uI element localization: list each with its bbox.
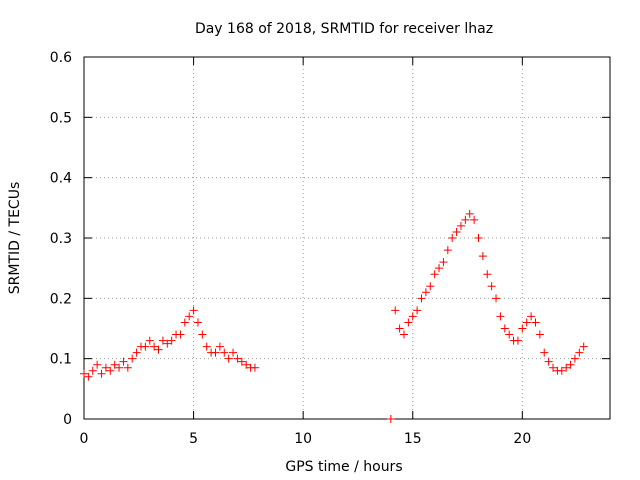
- data-point: [570, 354, 579, 363]
- data-point: [461, 215, 470, 224]
- data-point: [522, 318, 531, 327]
- data-point: [229, 348, 238, 357]
- data-point: [478, 252, 487, 261]
- data-point: [80, 369, 88, 378]
- data-point: [430, 270, 439, 279]
- data-point: [496, 312, 505, 321]
- data-point: [242, 360, 251, 369]
- data-point: [145, 336, 154, 345]
- y-tick-label: 0: [63, 412, 72, 428]
- data-point: [215, 342, 224, 351]
- y-tick-label: 0.2: [50, 291, 72, 307]
- x-tick-label: 0: [80, 431, 89, 447]
- data-point: [487, 282, 496, 291]
- data-point: [395, 324, 404, 333]
- data-point: [141, 342, 150, 351]
- data-point: [413, 306, 422, 315]
- data-point: [575, 348, 584, 357]
- data-point: [399, 330, 408, 339]
- data-point: [198, 330, 207, 339]
- data-point: [106, 366, 115, 375]
- data-point: [544, 357, 553, 366]
- axis-ticks: 0 0.1 0.2 0.3 0.4 0.5 0.6 0 5 10 15 20: [50, 50, 610, 447]
- data-point: [500, 324, 509, 333]
- data-point: [531, 318, 540, 327]
- data-point: [154, 345, 163, 354]
- data-points: [80, 209, 588, 423]
- data-point: [417, 294, 426, 303]
- data-point: [535, 330, 544, 339]
- data-point: [474, 234, 483, 242]
- data-point: [492, 294, 501, 303]
- data-point: [176, 330, 185, 339]
- y-tick-label: 0.6: [50, 50, 72, 66]
- data-point: [456, 221, 465, 230]
- data-point: [566, 360, 575, 369]
- y-tick-label: 0.5: [50, 110, 72, 126]
- data-point: [84, 372, 93, 381]
- grid-lines: [84, 57, 610, 419]
- data-point: [88, 366, 97, 375]
- data-point: [93, 360, 102, 369]
- plot-frame: [83, 56, 611, 420]
- data-point: [562, 363, 571, 372]
- data-point: [557, 366, 566, 375]
- y-axis-title: SRMTID / TECUs: [7, 182, 23, 295]
- data-point: [404, 318, 413, 327]
- x-tick-label: 5: [189, 431, 198, 447]
- data-point: [513, 336, 522, 345]
- data-point: [115, 363, 124, 372]
- data-point: [193, 318, 202, 327]
- data-point: [549, 363, 558, 372]
- chart-title: Day 168 of 2018, SRMTID for receiver lha…: [195, 21, 493, 37]
- data-point: [185, 312, 194, 321]
- data-point: [167, 336, 176, 345]
- x-tick-label: 10: [294, 431, 312, 447]
- data-point: [483, 270, 492, 279]
- x-tick-label: 20: [513, 431, 531, 447]
- y-tick-label: 0.4: [50, 171, 72, 187]
- data-point: [448, 234, 457, 242]
- data-point: [470, 215, 479, 224]
- data-point: [132, 348, 141, 357]
- data-point: [426, 282, 435, 291]
- data-point: [518, 324, 527, 333]
- data-point: [439, 258, 448, 267]
- x-tick-label: 15: [404, 431, 422, 447]
- data-point: [110, 360, 119, 369]
- data-point: [128, 354, 137, 363]
- data-point: [391, 306, 400, 315]
- data-point: [202, 342, 211, 351]
- data-point: [435, 264, 444, 273]
- data-point: [540, 348, 549, 357]
- data-point: [119, 357, 128, 366]
- x-axis-title: GPS time / hours: [285, 459, 402, 475]
- data-point: [180, 318, 189, 327]
- data-point: [233, 354, 242, 363]
- data-point: [224, 354, 233, 363]
- data-point: [386, 415, 395, 423]
- data-point: [163, 339, 172, 348]
- y-tick-label: 0.1: [50, 352, 72, 368]
- data-point: [421, 288, 430, 297]
- data-point: [237, 357, 246, 366]
- data-point: [527, 312, 536, 321]
- data-point: [220, 348, 229, 357]
- data-point: [443, 246, 452, 255]
- data-point: [158, 336, 167, 345]
- y-tick-label: 0.3: [50, 231, 72, 247]
- data-point: [211, 348, 220, 357]
- data-point: [505, 330, 514, 339]
- data-point: [97, 369, 106, 378]
- data-point: [250, 363, 259, 372]
- data-point: [408, 312, 417, 321]
- data-point: [123, 363, 132, 372]
- data-point: [579, 342, 588, 351]
- data-point: [150, 342, 159, 351]
- data-point: [452, 227, 461, 236]
- data-point: [101, 363, 110, 372]
- data-point: [189, 306, 198, 315]
- data-point: [465, 209, 474, 218]
